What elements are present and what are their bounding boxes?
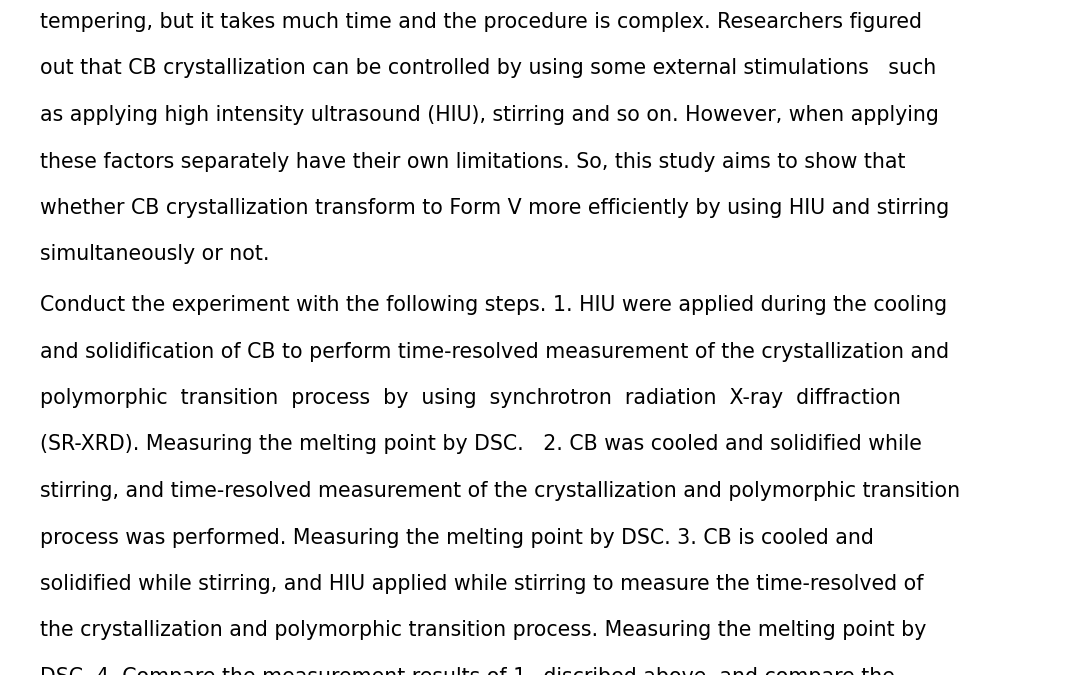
Text: process was performed. Measuring the melting point by DSC. 3. CB is cooled and: process was performed. Measuring the mel…	[40, 527, 874, 547]
Text: Conduct the experiment with the following steps. 1. HIU were applied during the : Conduct the experiment with the followin…	[40, 295, 947, 315]
Text: stirring, and time-resolved measurement of the crystallization and polymorphic t: stirring, and time-resolved measurement …	[40, 481, 960, 501]
Text: (SR-XRD). Measuring the melting point by DSC.   2. CB was cooled and solidified : (SR-XRD). Measuring the melting point by…	[40, 435, 922, 454]
Text: and solidification of CB to perform time-resolved measurement of the crystalliza: and solidification of CB to perform time…	[40, 342, 949, 362]
Text: out that CB crystallization can be controlled by using some external stimulation: out that CB crystallization can be contr…	[40, 59, 936, 78]
Text: tempering, but it takes much time and the procedure is complex. Researchers figu: tempering, but it takes much time and th…	[40, 12, 922, 32]
Text: these factors separately have their own limitations. So, this study aims to show: these factors separately have their own …	[40, 151, 905, 171]
Text: simultaneously or not.: simultaneously or not.	[40, 244, 270, 265]
Text: solidified while stirring, and HIU applied while stirring to measure the time-re: solidified while stirring, and HIU appli…	[40, 574, 923, 594]
Text: polymorphic  transition  process  by  using  synchrotron  radiation  X-ray  diff: polymorphic transition process by using …	[40, 388, 901, 408]
Text: the crystallization and polymorphic transition process. Measuring the melting po: the crystallization and polymorphic tran…	[40, 620, 927, 641]
Text: DSC. 4. Compare the measurement results of 1~discribed above, and compare the: DSC. 4. Compare the measurement results …	[40, 667, 895, 675]
Text: whether CB crystallization transform to Form V more efficiently by using HIU and: whether CB crystallization transform to …	[40, 198, 949, 218]
Text: as applying high intensity ultrasound (HIU), stirring and so on. However, when a: as applying high intensity ultrasound (H…	[40, 105, 939, 125]
